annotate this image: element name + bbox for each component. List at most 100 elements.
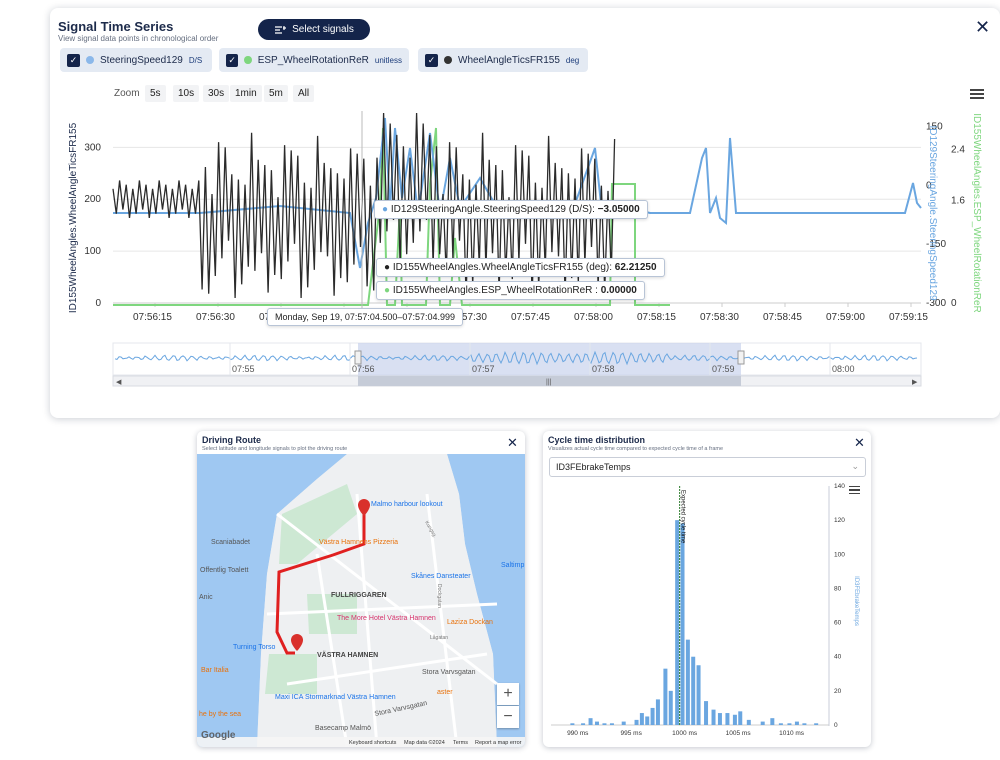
navigator-label: 07:55 <box>232 364 255 374</box>
signal-chip-steering[interactable]: ✓ SteeringSpeed129 D/S <box>60 48 212 72</box>
navigator-handle-right[interactable] <box>737 350 745 365</box>
histogram-bar[interactable] <box>770 718 775 725</box>
histogram-bar[interactable] <box>570 723 575 725</box>
checkbox-checked-icon[interactable]: ✓ <box>425 53 438 67</box>
series-line-rotation <box>113 127 670 306</box>
histogram-bar[interactable] <box>602 723 607 725</box>
signal-chip-wheelangle[interactable]: ✓ WheelAngleTicsFR155 deg <box>418 48 588 72</box>
histogram-bar[interactable] <box>711 709 716 725</box>
panel-title: Driving Route <box>202 435 262 445</box>
y-tick-label: 0 <box>834 722 838 729</box>
map-zoom-out-icon[interactable]: − <box>497 706 519 728</box>
y-tick-label: 100 <box>834 551 845 558</box>
histogram-bar[interactable] <box>732 714 737 725</box>
y-left-tick-label: 200 <box>84 194 101 205</box>
histogram-bar[interactable] <box>634 719 639 725</box>
map-zoom-in-icon[interactable]: + <box>497 683 519 705</box>
x-tick-label: 07:58:30 <box>700 312 739 323</box>
tooltip-value: −3.05000 <box>597 204 640 215</box>
checkbox-checked-icon[interactable]: ✓ <box>226 53 239 67</box>
chevron-down-icon[interactable]: ⌄ <box>851 461 859 471</box>
map-footer-link[interactable]: Terms <box>453 740 468 746</box>
series-line-wheelangle <box>112 112 616 299</box>
tooltip-time: Monday, Sep 19, 07:57:04.500–07:57:04.99… <box>267 308 463 326</box>
histogram-bar[interactable] <box>639 713 644 725</box>
zoom-all-button[interactable]: All <box>293 85 315 102</box>
map-label: he by the sea <box>199 711 241 718</box>
histogram-bar[interactable] <box>787 723 792 725</box>
y-right2-tick-label: 0 <box>951 298 957 309</box>
close-icon[interactable]: ✕ <box>507 435 518 450</box>
map[interactable]: Malmo harbour lookout Scaniabadet Västra… <box>197 454 525 747</box>
y-right2-tick-label: 2.4 <box>951 144 965 155</box>
chart-menu-icon[interactable] <box>970 89 984 99</box>
signal-select-value: ID3FEbrakeTemps <box>556 462 631 472</box>
map-label: Lågatan <box>430 634 448 641</box>
zoom-30s-button[interactable]: 30s <box>203 85 230 102</box>
histogram-bar[interactable] <box>691 656 696 725</box>
x-tick-label: 07:58:00 <box>574 312 613 323</box>
navigator-handle-left[interactable] <box>354 350 362 365</box>
histogram-bar[interactable] <box>663 668 668 725</box>
histogram-bar[interactable] <box>680 523 685 725</box>
series-color-dot <box>244 56 252 64</box>
chip-label: SteeringSpeed129 <box>100 54 183 66</box>
zoom-10s-button[interactable]: 10s <box>173 85 200 102</box>
select-signals-label: Select signals <box>292 24 354 35</box>
map-label: Maxi ICA Stormarknad Västra Hamnen <box>275 694 396 701</box>
y-left-tick-label: 100 <box>84 246 101 257</box>
tooltip-label: ID155WheelAngles.WheelAngleTicsFR155 (de… <box>392 262 613 273</box>
x-tick-label: 07:57:45 <box>511 312 550 323</box>
histogram-bar[interactable] <box>746 719 751 725</box>
chart-menu-icon[interactable] <box>849 486 860 494</box>
histogram-bar[interactable] <box>655 699 660 725</box>
histogram-bar[interactable] <box>696 665 701 725</box>
map-park <box>307 594 357 634</box>
histogram-bar[interactable] <box>645 716 650 725</box>
histogram-bar[interactable] <box>802 723 807 725</box>
scroll-right-icon[interactable]: ▶ <box>912 379 918 386</box>
map-label: The More Hotel Västra Hamnen <box>337 615 436 622</box>
zoom-5m-button[interactable]: 5m <box>264 85 288 102</box>
histogram-bar[interactable] <box>760 721 765 725</box>
histogram-bar[interactable] <box>621 721 626 725</box>
histogram-bar[interactable] <box>717 713 722 725</box>
close-icon[interactable]: ✕ <box>854 435 865 450</box>
map-label: Saltimp <box>501 562 524 569</box>
histogram-bar[interactable] <box>725 713 730 725</box>
y-axis-left-label: ID155WheelAngles.WheelAngleTicsFR155 <box>68 122 79 313</box>
y-axis-right1-label: ID129SteeringAngle.SteeringSpeed129 <box>927 125 938 301</box>
histogram-bar[interactable] <box>794 721 799 725</box>
map-pin-icon[interactable] <box>358 499 370 516</box>
map-pin-icon[interactable] <box>291 634 303 651</box>
zoom-1min-button[interactable]: 1min <box>230 85 262 102</box>
scrollbar-thumb[interactable] <box>358 376 741 386</box>
histogram-bar[interactable] <box>581 723 586 725</box>
histogram-bar[interactable] <box>704 701 709 725</box>
histogram-bar[interactable] <box>675 520 680 725</box>
histogram-bar[interactable] <box>588 718 593 725</box>
histogram-bar[interactable] <box>668 690 673 725</box>
zoom-5s-button[interactable]: 5s <box>145 85 166 102</box>
histogram-bar[interactable] <box>685 639 690 725</box>
histogram-bar[interactable] <box>814 723 819 725</box>
histogram-bar[interactable] <box>594 721 599 725</box>
y-right2-tick-label: 1.6 <box>951 196 965 207</box>
map-label: FULLRIGGAREN <box>331 592 387 599</box>
signal-chip-wheelrotation[interactable]: ✓ ESP_WheelRotationReR unitless <box>219 48 409 72</box>
map-footer-link[interactable]: Keyboard shortcuts <box>349 740 397 746</box>
select-signals-button[interactable]: Select signals <box>258 19 370 40</box>
signal-select[interactable]: ID3FEbrakeTemps ⌄ <box>549 457 866 477</box>
scroll-left-icon[interactable]: ◀ <box>116 379 122 386</box>
histogram-bars <box>570 520 819 725</box>
series-color-dot <box>86 56 94 64</box>
histogram-bar[interactable] <box>650 707 655 725</box>
y-right1-tick-label: -300 <box>926 298 946 309</box>
map-footer-link[interactable]: Report a map error <box>475 740 522 746</box>
checkbox-checked-icon[interactable]: ✓ <box>67 53 80 67</box>
histogram-bar[interactable] <box>609 723 614 725</box>
scrollbar-grip-icon[interactable]: ||| <box>546 379 552 386</box>
histogram-bar[interactable] <box>778 723 783 725</box>
histogram-bar[interactable] <box>738 711 743 725</box>
close-icon[interactable]: ✕ <box>975 17 991 37</box>
